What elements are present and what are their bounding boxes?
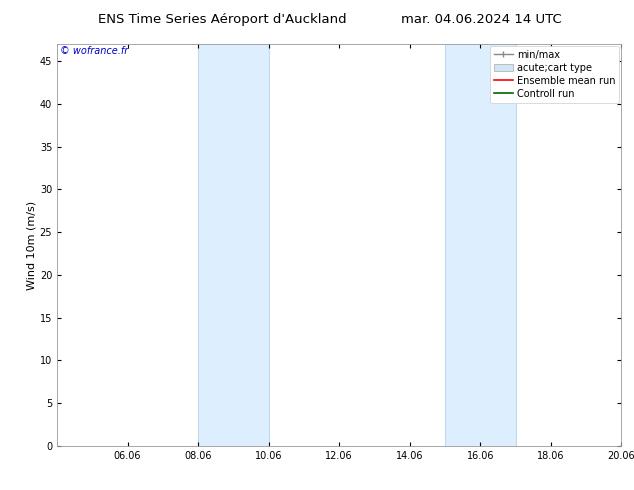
Y-axis label: Wind 10m (m/s): Wind 10m (m/s) xyxy=(27,200,37,290)
Text: mar. 04.06.2024 14 UTC: mar. 04.06.2024 14 UTC xyxy=(401,13,562,26)
Bar xyxy=(198,44,269,446)
Bar xyxy=(445,44,515,446)
Text: ENS Time Series Aéroport d'Auckland: ENS Time Series Aéroport d'Auckland xyxy=(98,13,346,26)
Text: © wofrance.fr: © wofrance.fr xyxy=(60,46,128,56)
Legend: min/max, acute;cart type, Ensemble mean run, Controll run: min/max, acute;cart type, Ensemble mean … xyxy=(489,46,619,102)
